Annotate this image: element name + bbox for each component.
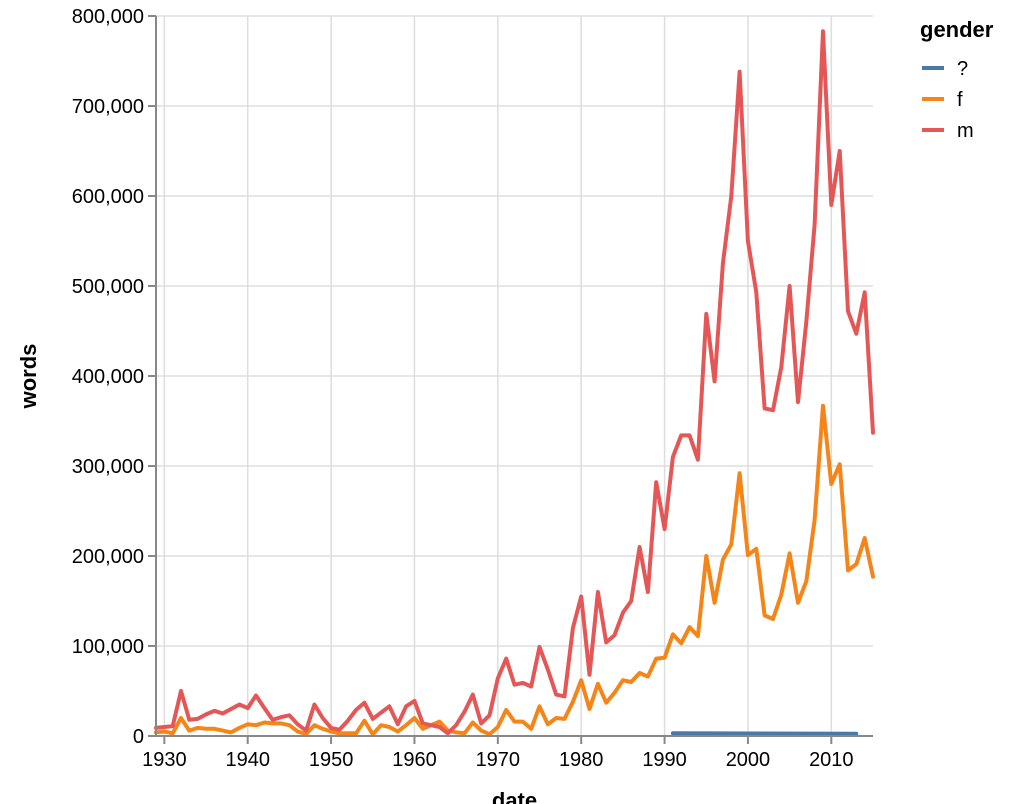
x-tick-label: 1950: [309, 749, 354, 771]
x-tick-label: 2000: [726, 749, 771, 771]
x-tick-label: 1940: [225, 749, 270, 771]
y-tick-label: 0: [133, 726, 144, 748]
legend-label: ?: [957, 58, 968, 80]
x-tick-label: 1960: [392, 749, 437, 771]
series-line-f: [154, 403, 875, 737]
y-tick-label: 700,000: [72, 96, 144, 118]
y-tick-label: 500,000: [72, 276, 144, 298]
legend-label: f: [957, 89, 963, 111]
y-tick-label: 200,000: [72, 546, 144, 568]
y-tick-label: 600,000: [72, 186, 144, 208]
x-tick-label: 1990: [642, 749, 687, 771]
y-tick-label: 400,000: [72, 366, 144, 388]
y-tick-label: 300,000: [72, 456, 144, 478]
legend-label: m: [957, 120, 974, 142]
axes: 1930 1940 1950 1960 1970 1980 1990 2000 2010 0 100…: [72, 6, 873, 771]
x-tick-label: 1930: [142, 749, 187, 771]
y-tick-label: 100,000: [72, 636, 144, 658]
series-line-unknown: [670, 731, 859, 736]
grid: [156, 15, 873, 737]
x-tick-label: 1980: [559, 749, 604, 771]
x-tick-label: 1970: [476, 749, 521, 771]
y-tick-label: 800,000: [72, 6, 144, 28]
x-tick-label: 2010: [809, 749, 854, 771]
x-axis-title: date: [492, 788, 537, 804]
series-line-m: [154, 29, 875, 736]
series-lines: [154, 29, 875, 737]
y-axis-title: words: [16, 344, 41, 410]
legend: gender ? fm: [920, 17, 994, 142]
legend-title: gender: [920, 17, 994, 42]
